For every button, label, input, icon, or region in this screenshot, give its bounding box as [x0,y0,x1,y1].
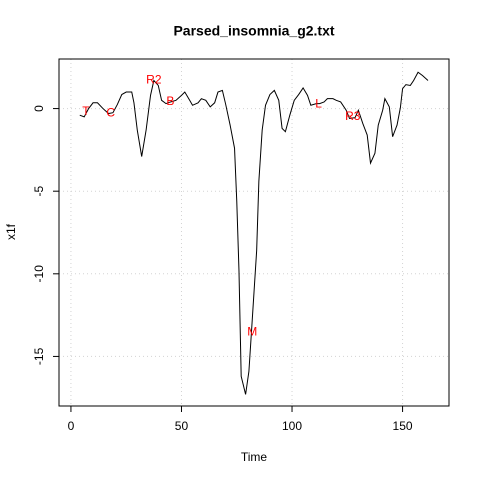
y-tick-label: -5 [32,186,46,197]
y-tick-label: 0 [32,105,46,112]
chart-title: Parsed_insomnia_g2.txt [173,23,334,39]
y-axis-label: x1f [4,223,18,240]
annotation: R2 [146,73,162,87]
annotation: M [247,325,257,339]
x-axis-label: Time [241,450,268,464]
annotation: B [166,94,174,108]
annotation: L [315,97,322,111]
y-tick-label: -10 [32,265,46,283]
x-tick-label: 50 [175,419,189,433]
plot-frame [58,58,450,407]
x-tick-label: 150 [393,419,413,433]
y-tick-label: -15 [32,347,46,365]
data-line [79,71,429,395]
annotation: T [82,104,90,118]
x-tick-label: 0 [68,419,75,433]
annotation: C [106,106,115,120]
x-tick-label: 100 [282,419,302,433]
annotation: R3 [345,109,361,123]
